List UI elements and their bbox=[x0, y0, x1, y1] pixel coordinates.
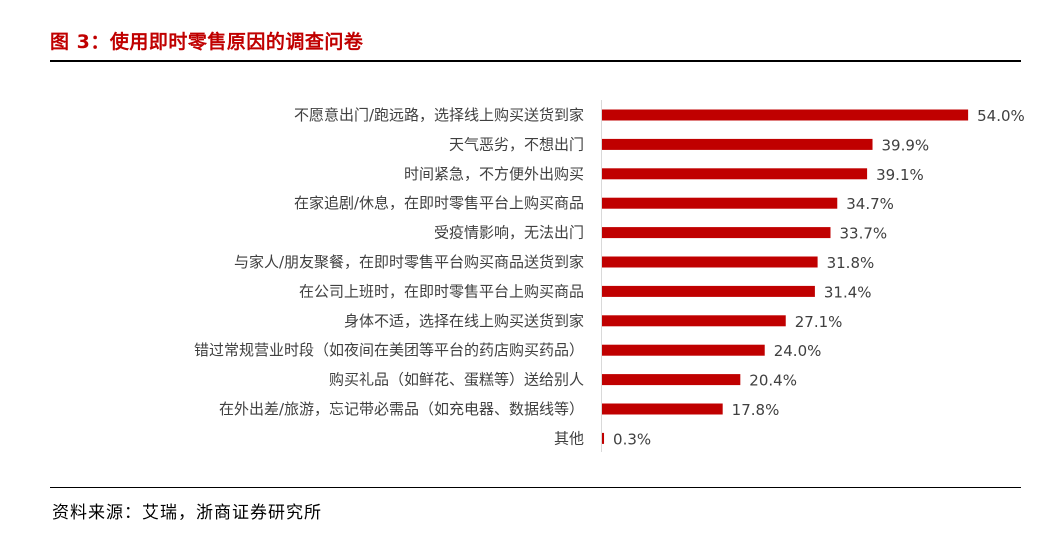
bar bbox=[602, 168, 868, 180]
category-label: 不愿意出门/跑远路，选择线上购买送货到家 bbox=[294, 106, 584, 124]
bar bbox=[602, 256, 818, 268]
data-label: 27.1% bbox=[795, 313, 843, 331]
data-label: 34.7% bbox=[846, 195, 894, 213]
data-label: 24.0% bbox=[774, 342, 822, 360]
data-label: 31.8% bbox=[827, 254, 875, 272]
bar bbox=[602, 109, 969, 121]
title-divider bbox=[50, 60, 1021, 62]
data-label: 0.3% bbox=[613, 430, 651, 448]
figure-title: 图 3：使用即时零售原因的调查问卷 bbox=[50, 31, 364, 53]
category-label: 时间紧急，不方便外出购买 bbox=[404, 165, 584, 183]
category-label: 在外出差/旅游，忘记带必需品（如充电器、数据线等） bbox=[219, 400, 584, 418]
category-label: 在公司上班时，在即时零售平台上购买商品 bbox=[299, 282, 584, 300]
bar bbox=[602, 344, 765, 356]
category-label: 受疫情影响，无法出门 bbox=[434, 224, 584, 242]
category-label: 错过常规营业时段（如夜间在美团等平台的药店购买药品） bbox=[194, 341, 584, 359]
bar bbox=[602, 138, 873, 150]
bar bbox=[602, 285, 815, 297]
source-note: 资料来源：艾瑞，浙商证券研究所 bbox=[52, 503, 322, 523]
data-label: 54.0% bbox=[977, 107, 1025, 125]
data-label: 39.9% bbox=[882, 136, 930, 154]
bar bbox=[602, 197, 838, 209]
data-label: 31.4% bbox=[824, 283, 872, 301]
bar bbox=[602, 403, 723, 415]
category-label: 与家人/朋友聚餐，在即时零售平台购买商品送货到家 bbox=[234, 253, 584, 271]
bar bbox=[602, 432, 605, 444]
data-label: 33.7% bbox=[839, 225, 887, 243]
bar bbox=[602, 374, 741, 386]
bar bbox=[602, 315, 786, 327]
data-label: 20.4% bbox=[749, 372, 797, 390]
data-label: 17.8% bbox=[732, 401, 780, 419]
category-label: 身体不适，选择在线上购买送货到家 bbox=[344, 312, 584, 330]
category-label: 其他 bbox=[554, 429, 584, 447]
category-label: 在家追剧/休息，在即时零售平台上购买商品 bbox=[294, 194, 584, 212]
category-label: 购买礼品（如鲜花、蛋糕等）送给别人 bbox=[329, 371, 584, 389]
data-label: 39.1% bbox=[876, 166, 924, 184]
bar bbox=[602, 227, 831, 239]
source-divider bbox=[50, 487, 1021, 488]
category-label: 天气恶劣，不想出门 bbox=[449, 135, 584, 153]
